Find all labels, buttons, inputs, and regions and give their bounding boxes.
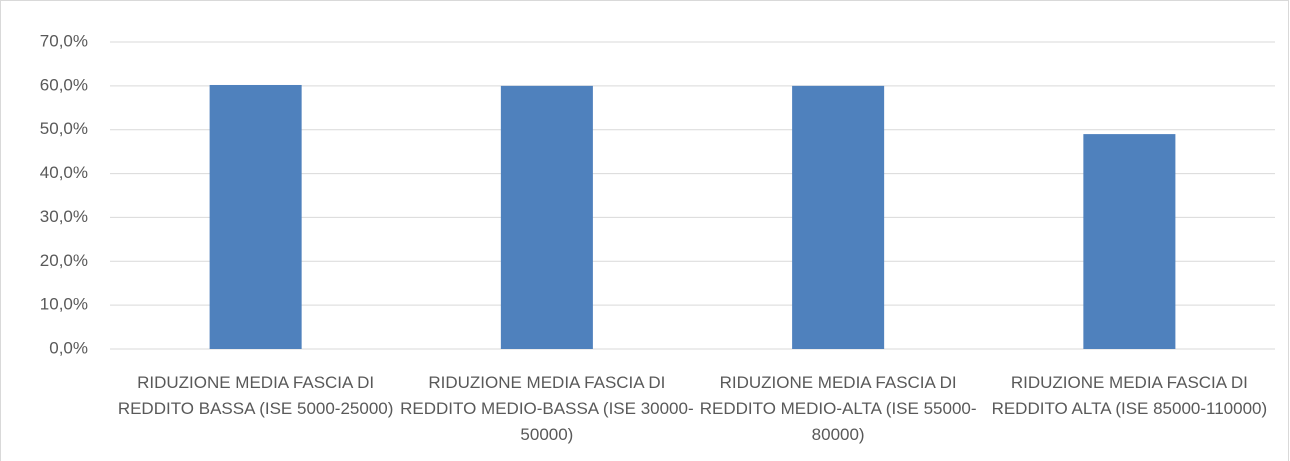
bar bbox=[500, 85, 593, 349]
y-tick-label: 30,0% bbox=[40, 207, 88, 226]
y-tick-label: 40,0% bbox=[40, 163, 88, 182]
y-tick-label: 10,0% bbox=[40, 295, 88, 314]
y-tick-label: 60,0% bbox=[40, 75, 88, 94]
y-tick-label: 0,0% bbox=[49, 338, 88, 357]
x-tick-label: RIDUZIONE MEDIA FASCIA DI REDDITO BASSA … bbox=[117, 373, 394, 418]
y-tick-label: 70,0% bbox=[40, 31, 88, 50]
x-tick-label: RIDUZIONE MEDIA FASCIA DI REDDITO MEDIO-… bbox=[699, 373, 977, 444]
x-tick-label: RIDUZIONE MEDIA FASCIA DI REDDITO MEDIO-… bbox=[400, 373, 694, 444]
bar bbox=[1083, 134, 1176, 349]
x-tick-label: RIDUZIONE MEDIA FASCIA DI REDDITO ALTA (… bbox=[991, 373, 1268, 418]
bar bbox=[792, 85, 885, 349]
y-tick-label: 20,0% bbox=[40, 251, 88, 270]
y-tick-label: 50,0% bbox=[40, 119, 88, 138]
bar bbox=[209, 84, 302, 349]
